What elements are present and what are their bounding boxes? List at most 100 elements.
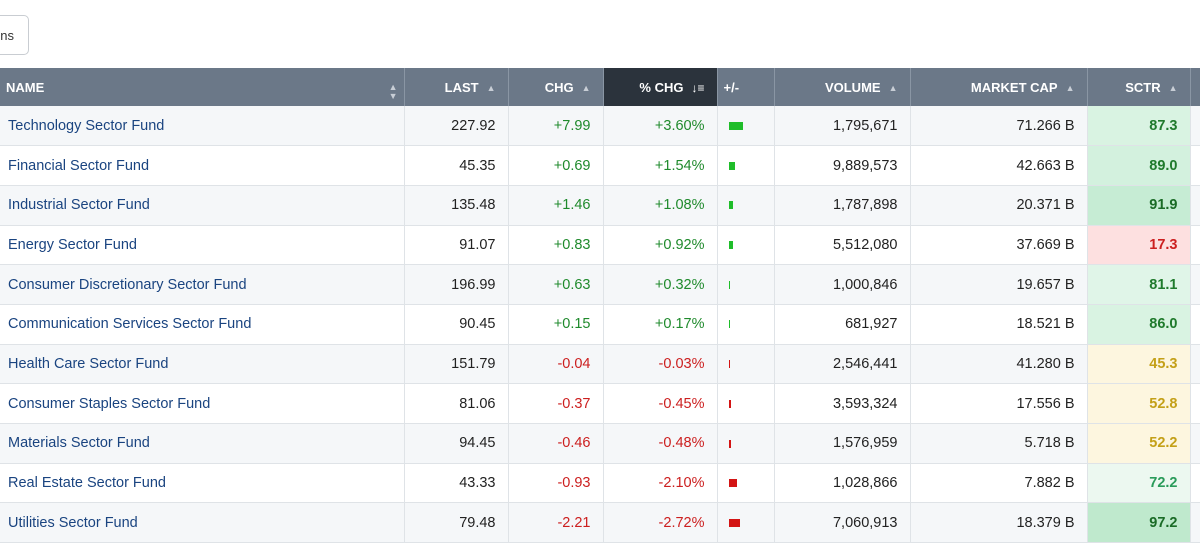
row-edge (1190, 145, 1200, 186)
row-edge (1190, 502, 1200, 544)
change-bar (728, 161, 735, 170)
sctr-cell: 72.2 (1087, 463, 1191, 504)
volume-cell: 3,593,324 (774, 383, 911, 424)
percent-change-cell: -0.45% (603, 383, 718, 424)
fund-name-cell[interactable]: Materials Sector Fund (0, 423, 405, 464)
change-bar-cell (717, 106, 775, 147)
market-cap-cell: 42.663 B (910, 145, 1088, 186)
fund-name-link[interactable]: Financial Sector Fund (8, 157, 150, 174)
column-header-market-cap[interactable]: MARKET CAP ▲︎ (910, 68, 1088, 106)
table-row[interactable]: Energy Sector Fund 91.07 +0.83 +0.92% 5,512,… (0, 225, 1200, 266)
change-cell: +0.63 (508, 264, 604, 305)
sort-icon: ▲︎ (486, 82, 496, 93)
change-bar (728, 121, 743, 130)
percent-change-cell: -0.48% (603, 423, 718, 464)
last-price-cell: 196.99 (404, 264, 509, 305)
change-bar (728, 241, 733, 250)
volume-cell: 5,512,080 (774, 225, 911, 266)
sort-icon: ▲ ▼ (388, 82, 398, 101)
column-header-sctr[interactable]: SCTR ▲︎ (1087, 68, 1191, 106)
table-row[interactable]: Industrial Sector Fund 135.48 +1.46 +1.08% 1… (0, 185, 1200, 226)
sector-funds-table: NAME ▲ ▼ LAST ▲︎ CHG ▲︎ % CHG ↓≡ +/- VOLUME ▲… (0, 68, 1200, 544)
change-bar-cell (717, 225, 775, 266)
table-row[interactable]: Consumer Staples Sector Fund 81.06 -0.37 -0… (0, 383, 1200, 424)
fund-name-link[interactable]: Consumer Staples Sector Fund (8, 395, 211, 412)
sctr-cell: 81.1 (1087, 264, 1191, 305)
fund-name-cell[interactable]: Energy Sector Fund (0, 225, 405, 266)
change-bar-cell (717, 185, 775, 226)
change-cell: -0.93 (508, 463, 604, 504)
change-cell: -0.46 (508, 423, 604, 464)
market-cap-cell: 37.669 B (910, 225, 1088, 266)
market-cap-cell: 18.521 B (910, 304, 1088, 345)
fund-name-link[interactable]: Materials Sector Fund (8, 435, 150, 452)
sctr-cell: 87.3 (1087, 106, 1191, 147)
column-header-chg[interactable]: CHG ▲︎ (508, 68, 604, 106)
table-row[interactable]: Health Care Sector Fund 151.79 -0.04 -0.03%… (0, 344, 1200, 385)
change-cell: +1.46 (508, 185, 604, 226)
market-cap-cell: 7.882 B (910, 463, 1088, 504)
sort-icon: ▲︎ (1065, 82, 1075, 93)
fund-name-link[interactable]: Industrial Sector Fund (8, 197, 150, 214)
table-row[interactable]: Financial Sector Fund 45.35 +0.69 +1.54% 9,8… (0, 145, 1200, 186)
sort-descending-icon: ↓≡ (691, 81, 705, 96)
sctr-cell: 97.2 (1087, 502, 1191, 544)
fund-name-cell[interactable]: Real Estate Sector Fund (0, 463, 405, 504)
columns-button[interactable]: ns (0, 15, 29, 55)
change-bar (728, 399, 731, 408)
table-row[interactable]: Consumer Discretionary Sector Fund 196.99… (0, 264, 1200, 305)
fund-name-link[interactable]: Health Care Sector Fund (8, 355, 169, 372)
volume-cell: 9,889,573 (774, 145, 911, 186)
row-edge (1190, 185, 1200, 226)
fund-name-cell[interactable]: Health Care Sector Fund (0, 344, 405, 385)
last-price-cell: 45.35 (404, 145, 509, 186)
fund-name-cell[interactable]: Communication Services Sector Fund (0, 304, 405, 345)
table-row[interactable]: Utilities Sector Fund 79.48 -2.21 -2.72% 7,0… (0, 502, 1200, 544)
change-cell: +0.83 (508, 225, 604, 266)
fund-name-cell[interactable]: Industrial Sector Fund (0, 185, 405, 226)
table-header-row: NAME ▲ ▼ LAST ▲︎ CHG ▲︎ % CHG ↓≡ +/- VOLUME ▲… (0, 68, 1200, 106)
change-bar-cell (717, 463, 775, 504)
fund-name-cell[interactable]: Financial Sector Fund (0, 145, 405, 186)
change-cell: +0.69 (508, 145, 604, 186)
table-row[interactable]: Communication Services Sector Fund 90.45 +… (0, 304, 1200, 345)
fund-name-link[interactable]: Consumer Discretionary Sector Fund (8, 276, 247, 293)
sctr-cell: 86.0 (1087, 304, 1191, 345)
market-cap-cell: 18.379 B (910, 502, 1088, 544)
change-cell: -0.37 (508, 383, 604, 424)
fund-name-cell[interactable]: Consumer Staples Sector Fund (0, 383, 405, 424)
fund-name-cell[interactable]: Utilities Sector Fund (0, 502, 405, 544)
table-row[interactable]: Materials Sector Fund 94.45 -0.46 -0.48% 1,5… (0, 423, 1200, 464)
columns-button-label: ns (0, 27, 14, 43)
change-cell: +0.15 (508, 304, 604, 345)
fund-name-link[interactable]: Technology Sector Fund (8, 117, 165, 134)
column-header-name[interactable]: NAME ▲ ▼ (0, 68, 405, 106)
change-bar-cell (717, 145, 775, 186)
volume-cell: 1,028,866 (774, 463, 911, 504)
fund-name-link[interactable]: Real Estate Sector Fund (8, 475, 166, 492)
column-header-volume[interactable]: VOLUME ▲︎ (774, 68, 911, 106)
percent-change-cell: -2.72% (603, 502, 718, 544)
fund-name-cell[interactable]: Consumer Discretionary Sector Fund (0, 264, 405, 305)
fund-name-link[interactable]: Energy Sector Fund (8, 236, 137, 253)
sort-icon: ▲︎ (1168, 82, 1178, 93)
last-price-cell: 43.33 (404, 463, 509, 504)
last-price-cell: 135.48 (404, 185, 509, 226)
row-edge (1190, 423, 1200, 464)
volume-cell: 2,546,441 (774, 344, 911, 385)
market-cap-cell: 71.266 B (910, 106, 1088, 147)
percent-change-cell: +0.32% (603, 264, 718, 305)
table-row[interactable]: Real Estate Sector Fund 43.33 -0.93 -2.10% 1… (0, 463, 1200, 504)
change-bar-cell (717, 423, 775, 464)
fund-name-link[interactable]: Communication Services Sector Fund (8, 316, 252, 333)
fund-name-cell[interactable]: Technology Sector Fund (0, 106, 405, 147)
market-cap-cell: 17.556 B (910, 383, 1088, 424)
fund-name-link[interactable]: Utilities Sector Fund (8, 514, 138, 531)
table-row[interactable]: Technology Sector Fund 227.92 +7.99 +3.60% 1… (0, 106, 1200, 147)
column-header-pct-chg[interactable]: % CHG ↓≡ (603, 68, 718, 106)
market-cap-cell: 19.657 B (910, 264, 1088, 305)
market-cap-cell: 41.280 B (910, 344, 1088, 385)
change-bar (728, 518, 740, 527)
column-header-last[interactable]: LAST ▲︎ (404, 68, 509, 106)
change-cell: +7.99 (508, 106, 604, 147)
